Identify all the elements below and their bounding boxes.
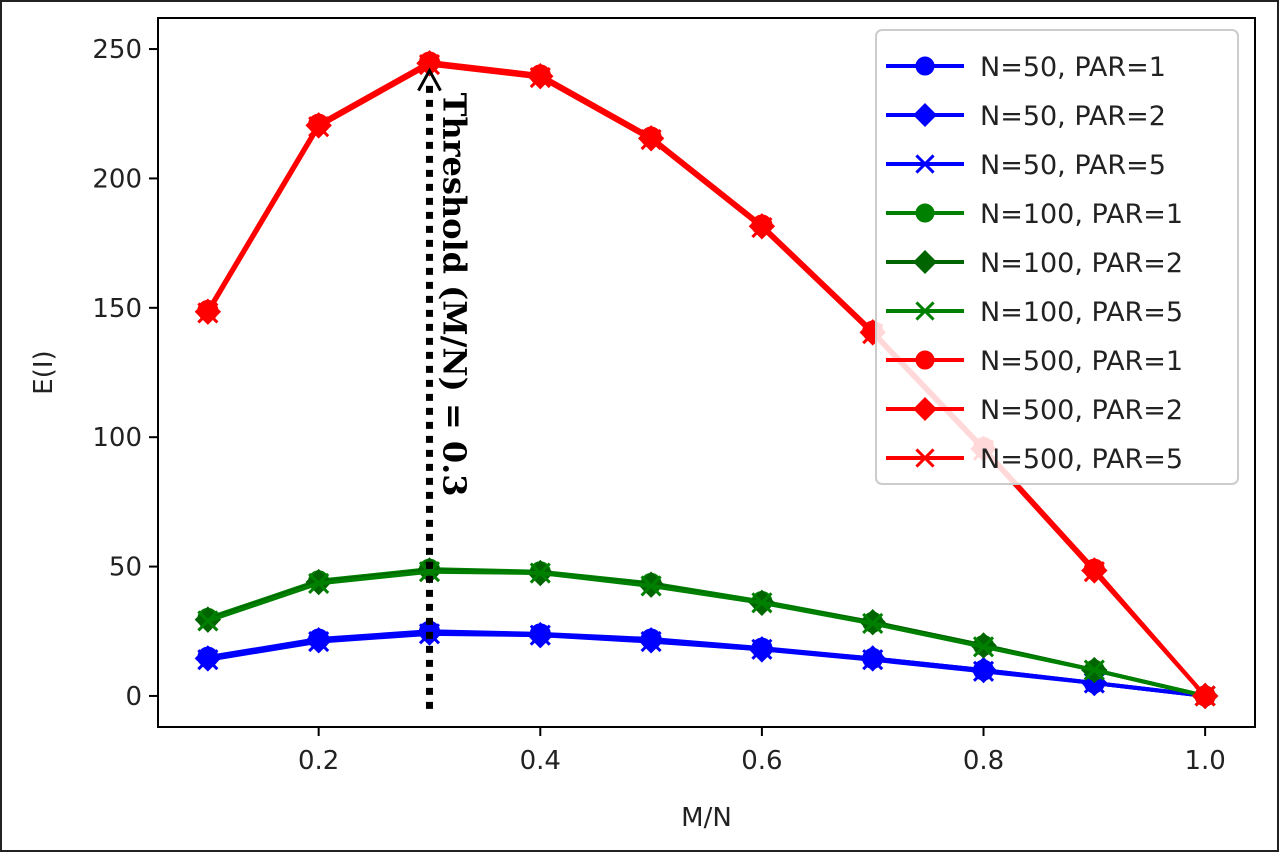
data-point-x xyxy=(751,592,773,614)
legend-label: N=100, PAR=2 xyxy=(980,248,1183,279)
x-axis-label: M/N xyxy=(681,803,732,833)
data-point-x xyxy=(751,217,773,239)
legend-entry: N=100, PAR=2 xyxy=(886,248,1183,279)
data-point-x xyxy=(1083,659,1105,681)
legend-label: N=500, PAR=1 xyxy=(980,346,1183,377)
legend: N=50, PAR=1 N=50, PAR=2 N=50, PAR=5 N=100, … xyxy=(875,29,1239,485)
data-point-circle xyxy=(915,350,935,370)
data-point-circle xyxy=(915,203,935,223)
data-point-x xyxy=(308,631,330,653)
data-point-diamond xyxy=(913,250,937,274)
data-point-x xyxy=(529,66,551,89)
data-point-x xyxy=(1194,685,1216,707)
legend-entry: N=500, PAR=5 xyxy=(886,444,1183,475)
x-tick-label: 1.0 xyxy=(1184,746,1225,776)
legend-label: N=500, PAR=5 xyxy=(980,444,1183,475)
data-point-x xyxy=(972,660,995,682)
series-layer xyxy=(194,50,1219,710)
data-point-x xyxy=(1083,561,1105,583)
y-tick-label: 250 xyxy=(92,35,142,65)
data-point-x xyxy=(529,624,551,646)
data-point-x xyxy=(197,610,219,632)
threshold-arrowhead xyxy=(417,67,442,92)
data-point-diamond xyxy=(913,397,937,421)
legend-label: N=50, PAR=2 xyxy=(980,101,1166,132)
series-line xyxy=(207,631,1206,698)
y-tick-label: 100 xyxy=(92,423,142,453)
legend-box xyxy=(875,29,1239,485)
data-point-x xyxy=(915,448,935,468)
legend-entry: N=500, PAR=1 xyxy=(886,346,1183,377)
x-tick-label: 0.8 xyxy=(963,746,1004,776)
data-point-x xyxy=(197,302,219,324)
data-point-x xyxy=(972,636,995,658)
data-point-x xyxy=(862,649,884,671)
series-line xyxy=(207,569,1206,698)
legend-label: N=50, PAR=1 xyxy=(980,52,1166,83)
legend-entry: N=500, PAR=2 xyxy=(886,395,1183,426)
data-point-x xyxy=(308,572,330,594)
data-point-x xyxy=(308,116,330,138)
x-tick-label: 0.4 xyxy=(520,746,561,776)
legend-entry: N=100, PAR=1 xyxy=(886,199,1183,230)
legend-entry: N=50, PAR=5 xyxy=(886,150,1166,181)
data-point-x xyxy=(418,561,441,583)
data-point-x xyxy=(418,54,441,76)
legend-label: N=500, PAR=2 xyxy=(980,395,1183,426)
data-point-x xyxy=(915,154,935,174)
y-tick-label: 0 xyxy=(125,682,142,712)
legend-label: N=50, PAR=5 xyxy=(980,150,1166,181)
data-point-x xyxy=(862,612,884,635)
legend-entry: N=50, PAR=2 xyxy=(886,101,1166,132)
legend-label: N=100, PAR=5 xyxy=(980,297,1183,328)
data-point-x xyxy=(640,575,662,597)
y-tick-label: 200 xyxy=(92,164,142,194)
threshold-annotation: Threshold (M/N) = 0.3 xyxy=(435,93,473,497)
data-point-x xyxy=(751,638,773,660)
data-point-x xyxy=(640,129,662,151)
x-tick-label: 0.2 xyxy=(298,746,339,776)
annotation-layer: Threshold (M/N) = 0.3 xyxy=(417,67,473,709)
legend-entry: N=50, PAR=1 xyxy=(886,52,1166,83)
y-tick-label: 150 xyxy=(92,294,142,324)
data-point-x xyxy=(529,562,551,584)
series-line xyxy=(206,62,1207,698)
data-point-x xyxy=(640,631,662,653)
legend-entry: N=100, PAR=5 xyxy=(886,297,1183,328)
data-point-circle xyxy=(915,56,935,76)
legend-label: N=100, PAR=1 xyxy=(980,199,1183,230)
y-axis-label: E(I) xyxy=(29,350,59,394)
data-point-diamond xyxy=(913,103,937,127)
x-tick-label: 0.6 xyxy=(741,746,782,776)
y-tick-label: 50 xyxy=(109,553,142,583)
data-point-x xyxy=(197,649,219,671)
data-point-x xyxy=(915,301,935,321)
